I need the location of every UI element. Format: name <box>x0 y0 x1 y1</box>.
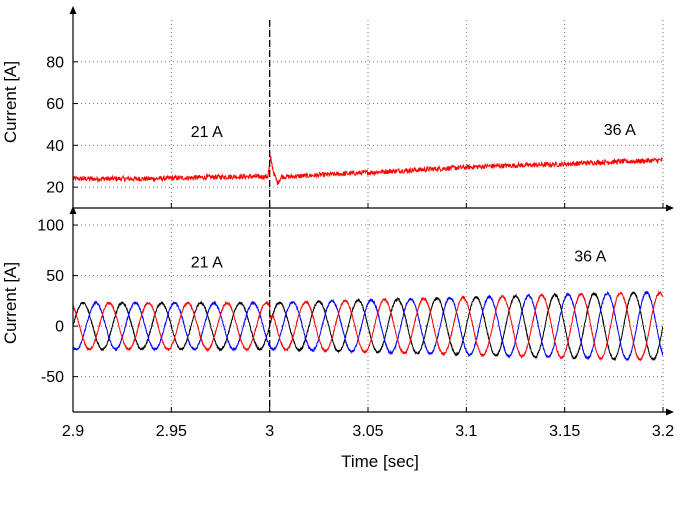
bottom-series <box>73 290 663 362</box>
top-x-axis-arrow <box>666 204 674 212</box>
x-tick-label: 2.95 <box>156 423 187 440</box>
x-tick-label: 3.05 <box>352 423 383 440</box>
x-tick-label: 3 <box>265 423 274 440</box>
bottom-axes <box>69 206 674 416</box>
top-y-tick-label: 80 <box>46 54 64 71</box>
bottom-y-tick-label: 100 <box>37 218 64 235</box>
bottom-three-phase-chart: -50 0 50 100 2.9 2.95 3 3.05 3.1 3.15 3.2 Current… <box>1 206 674 471</box>
bottom-y-tick-labels: -50 0 50 100 <box>37 218 64 387</box>
top-y-tick-labels: 20 40 60 80 <box>46 54 64 196</box>
top-y-axis-label: Current [A] <box>1 61 20 143</box>
phase-line-1 <box>73 290 663 362</box>
top-annotation-after: 36 A <box>604 122 636 139</box>
phase-line-3 <box>73 290 663 362</box>
bottom-annotation-before: 21 A <box>191 254 223 271</box>
bottom-x-tick-labels: 2.9 2.95 3 3.05 3.1 3.15 3.2 <box>62 423 674 440</box>
top-series <box>73 155 663 185</box>
top-axes <box>69 6 674 212</box>
x-tick-label: 3.15 <box>549 423 580 440</box>
top-y-tick-label: 20 <box>46 180 64 197</box>
bottom-y-axis-label: Current [A] <box>1 262 20 344</box>
top-y-axis-arrow <box>69 6 77 14</box>
top-y-tick-label: 60 <box>46 96 64 113</box>
x-axis-label: Time [sec] <box>341 452 419 471</box>
bottom-y-axis-arrow <box>69 206 77 214</box>
top-current-line <box>73 155 663 185</box>
bottom-x-axis-arrow <box>666 408 674 416</box>
x-tick-label: 3.1 <box>455 423 477 440</box>
top-y-tick-label: 40 <box>46 138 64 155</box>
phase-line-2 <box>73 290 663 362</box>
top-annotation-before: 21 A <box>191 124 223 141</box>
bottom-y-tick-label: 0 <box>55 319 64 336</box>
bottom-y-tick-label: -50 <box>41 369 64 386</box>
bottom-y-tick-label: 50 <box>46 268 64 285</box>
top-current-chart: 20 40 60 80 Current [A] 21 A 36 A <box>1 6 674 212</box>
x-tick-label: 3.2 <box>652 423 674 440</box>
x-tick-label: 2.9 <box>62 423 84 440</box>
bottom-annotation-after: 36 A <box>574 248 606 265</box>
